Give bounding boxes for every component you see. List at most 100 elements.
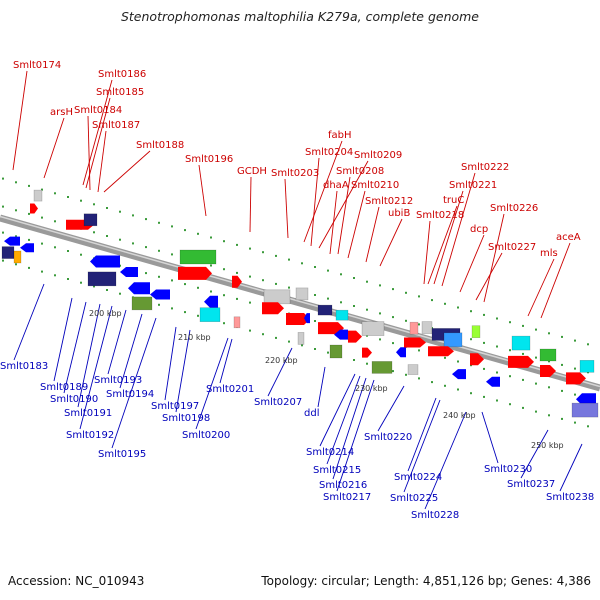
tick-dot bbox=[535, 356, 537, 359]
tick-dot bbox=[158, 221, 160, 224]
tick-dot bbox=[522, 352, 524, 355]
tick-dot bbox=[587, 425, 589, 428]
tick-dot bbox=[379, 338, 381, 341]
bottom-gene-label: Smlt0224 bbox=[394, 472, 442, 483]
top-gene-label: fabH bbox=[328, 130, 352, 141]
bottom-leader-line bbox=[481, 411, 499, 464]
top-leader-line bbox=[103, 150, 151, 193]
tick-dot bbox=[340, 273, 342, 276]
tick-dot bbox=[444, 384, 446, 387]
tick-dot bbox=[15, 181, 17, 184]
tick-dot bbox=[223, 322, 225, 325]
bottom-leader-line bbox=[175, 329, 191, 413]
top-leader-line bbox=[475, 252, 503, 301]
gene-box bbox=[511, 335, 531, 351]
tick-dot bbox=[522, 324, 524, 327]
tick-dot bbox=[80, 253, 82, 256]
top-gene-label: dcp bbox=[470, 224, 488, 235]
tick-dot bbox=[145, 246, 147, 249]
top-gene-label: Smlt0187 bbox=[92, 120, 140, 131]
top-gene-label: ubiB bbox=[388, 208, 410, 219]
tick-dot bbox=[184, 311, 186, 314]
forward-gene-arrow bbox=[30, 203, 38, 214]
tick-dot bbox=[132, 214, 134, 217]
scale-label: 210 kbp bbox=[178, 333, 211, 342]
gene-box bbox=[335, 309, 349, 321]
tick-dot bbox=[171, 253, 173, 256]
tick-dot bbox=[158, 249, 160, 252]
genome-summary-text: Topology: circular; Length: 4,851,126 bp… bbox=[261, 574, 591, 588]
top-gene-label: Smlt0185 bbox=[96, 87, 144, 98]
gene-box bbox=[83, 213, 98, 227]
forward-gene-arrow bbox=[348, 330, 362, 343]
tick-dot bbox=[483, 341, 485, 344]
bottom-leader-line bbox=[111, 317, 157, 449]
tick-dot bbox=[2, 259, 4, 262]
bottom-leader-line bbox=[424, 411, 467, 510]
bottom-gene-label: Smlt0192 bbox=[66, 430, 114, 441]
tick-dot bbox=[262, 279, 264, 282]
tick-dot bbox=[119, 238, 121, 241]
forward-gene-arrow bbox=[262, 302, 284, 315]
tick-dot bbox=[15, 209, 17, 212]
gene-features bbox=[1, 189, 599, 418]
bottom-gene-label: Smlt0191 bbox=[64, 408, 112, 419]
top-gene-label: Smlt0226 bbox=[490, 203, 538, 214]
top-gene-label: Smlt0227 bbox=[488, 242, 536, 253]
gene-box bbox=[295, 287, 309, 301]
tick-dot bbox=[483, 395, 485, 398]
bottom-gene-label: Smlt0200 bbox=[182, 430, 230, 441]
tick-dot bbox=[327, 297, 329, 300]
tick-dot bbox=[496, 371, 498, 374]
tick-dot bbox=[522, 378, 524, 381]
tick-dot bbox=[340, 301, 342, 304]
forward-gene-arrow bbox=[540, 365, 556, 377]
bottom-leader-line bbox=[77, 303, 101, 408]
tick-dot bbox=[28, 266, 30, 269]
reverse-gene-arrow bbox=[120, 267, 138, 277]
top-leader-line bbox=[433, 190, 464, 285]
top-leader-line bbox=[441, 172, 476, 287]
top-gene-label: Smlt0174 bbox=[13, 60, 61, 71]
tick-dot bbox=[418, 349, 420, 352]
tick-dot bbox=[210, 236, 212, 239]
tick-dot bbox=[197, 232, 199, 235]
bottom-gene-label: Smlt0225 bbox=[390, 493, 438, 504]
tick-dot bbox=[535, 328, 537, 331]
gene-box bbox=[443, 332, 463, 348]
tick-dot bbox=[353, 359, 355, 361]
gene-box bbox=[371, 361, 393, 374]
tick-dot bbox=[314, 320, 316, 322]
tick-dot bbox=[236, 297, 238, 300]
gene-box bbox=[471, 325, 481, 339]
tick-dot bbox=[496, 345, 498, 348]
gene-box bbox=[33, 189, 43, 202]
tick-dot bbox=[158, 303, 160, 306]
tick-dot bbox=[444, 356, 446, 359]
bottom-leader-line bbox=[267, 347, 293, 397]
scale-label: 240 kbp bbox=[443, 411, 476, 420]
tick-dot bbox=[522, 406, 524, 409]
bottom-leader-line bbox=[559, 443, 583, 492]
top-leader-line bbox=[85, 97, 111, 189]
top-gene-label: Smlt0209 bbox=[354, 150, 402, 161]
tick-dot bbox=[288, 340, 290, 343]
tick-dot bbox=[574, 367, 576, 370]
tick-dot bbox=[418, 377, 420, 380]
tick-dot bbox=[262, 251, 264, 254]
reverse-gene-arrow bbox=[90, 255, 120, 268]
reverse-gene-arrow bbox=[452, 369, 466, 380]
tick-dot bbox=[457, 360, 459, 363]
reverse-gene-arrow bbox=[396, 347, 406, 358]
forward-gene-arrow bbox=[428, 346, 454, 357]
tick-dot bbox=[106, 235, 108, 237]
top-leader-line bbox=[310, 157, 320, 247]
top-gene-label: Smlt0188 bbox=[136, 140, 184, 151]
tick-dot bbox=[171, 279, 173, 282]
tick-dot bbox=[366, 308, 368, 311]
tick-dot bbox=[210, 290, 212, 293]
top-gene-label: Smlt0208 bbox=[336, 166, 384, 177]
tick-dot bbox=[301, 262, 303, 265]
bottom-gene-label: Smlt0201 bbox=[206, 384, 254, 395]
forward-gene-arrow bbox=[362, 347, 372, 358]
